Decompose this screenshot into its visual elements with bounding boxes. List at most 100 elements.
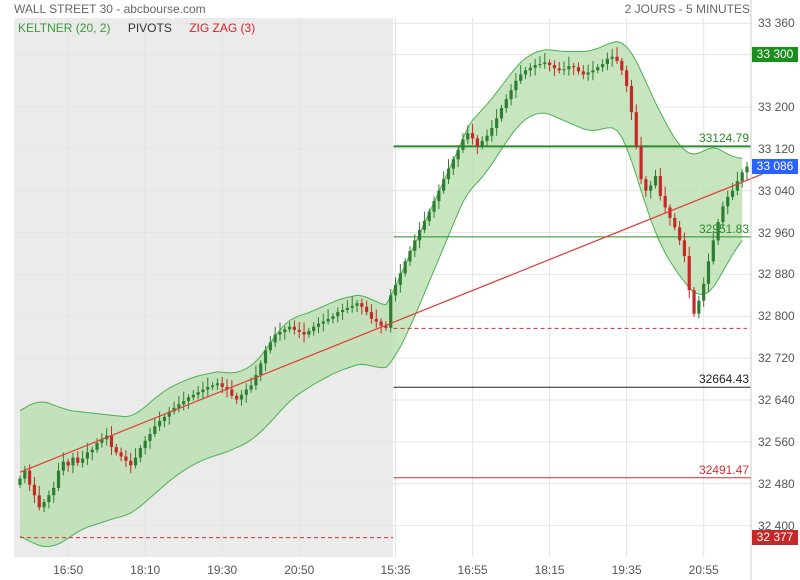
candle [331,313,335,324]
candle [509,83,513,106]
candle-body [639,146,643,180]
candle [235,392,239,405]
legend-pivots[interactable]: PIVOTS [127,21,172,35]
candle-body [61,461,65,471]
candle-body [470,133,475,139]
candle-body [504,99,508,109]
candle [615,47,619,65]
candle [393,277,398,302]
candle-body [495,118,499,128]
chart-title: WALL STREET 30 - abcbourse.com [14,2,206,16]
candle-body [316,323,321,327]
candle-body [596,67,600,71]
candle-body [543,62,547,65]
x-tick-label: 16:50 [53,563,84,577]
candle-body [581,71,585,75]
candle-body [162,416,167,421]
indicator-legend: KELTNER (20, 2) PIVOTS ZIG ZAG (3) [18,21,269,35]
candle [668,204,672,226]
candle [369,304,374,324]
candle [740,169,744,188]
candle [42,498,46,512]
candle [567,56,571,76]
legend-keltner[interactable]: KELTNER (20, 2) [18,21,111,35]
candle-body [379,321,383,326]
candle-body [591,70,595,73]
candle-body [466,133,470,140]
price-badge: 33 300 [752,47,798,63]
candle-body [235,395,239,400]
candle [586,64,590,81]
candle-body [114,447,118,453]
candle [350,296,354,313]
candle [47,490,51,509]
x-tick-label: 19:30 [207,563,238,577]
candle-body [172,407,176,412]
candle [143,436,147,455]
legend-zigzag[interactable]: ZIG ZAG (3) [189,21,256,35]
candle-body [76,457,80,463]
candle-body [461,139,465,150]
candle-body [109,435,114,448]
candle [119,447,123,462]
candle [673,213,677,231]
candle [302,322,306,343]
candle-body [682,240,687,257]
candle-body [567,66,571,70]
candle-body [220,383,224,387]
candle-body [263,350,268,364]
candle [658,168,662,201]
candle-body [302,331,306,335]
candle-body [365,306,369,313]
candle [557,61,561,74]
candle [600,59,605,72]
candle [61,452,65,476]
candle [480,136,484,150]
candle-body [297,329,301,332]
candle-body [480,140,484,147]
candle [721,201,725,229]
candle [374,309,378,328]
candle [533,58,537,76]
candle [687,246,691,298]
candle-body [692,290,696,314]
candle [610,48,614,67]
candle [312,322,316,336]
zigzag-line [19,173,763,473]
candle [71,452,75,474]
candle-body [485,135,489,141]
candle-body [610,56,614,59]
candle [283,326,287,340]
candle [225,379,229,398]
candle [148,427,152,449]
candle [196,385,200,400]
candle [620,57,624,76]
candle-body [398,273,402,285]
candle [100,432,104,448]
candle-body [403,261,407,274]
candle-body [312,326,316,331]
candle-body [533,65,537,68]
candle [446,159,451,184]
candle [355,300,359,313]
candle-body [225,386,229,390]
price-badge: 33 086 [752,159,798,175]
candle [466,125,470,145]
candle-body [644,179,648,191]
candle [485,129,489,146]
candle [37,485,41,511]
candle [548,59,552,72]
candle [543,53,547,69]
candle-body [446,168,451,180]
candle-body [244,389,248,395]
candle-body [687,256,691,291]
candle [288,322,292,333]
candle [663,186,667,214]
candle [244,383,248,403]
candle-body [408,250,412,262]
candle-body [384,325,388,328]
candle [639,136,643,184]
candle-body [42,502,46,508]
candle-body [702,283,706,301]
candle-body [677,227,682,241]
